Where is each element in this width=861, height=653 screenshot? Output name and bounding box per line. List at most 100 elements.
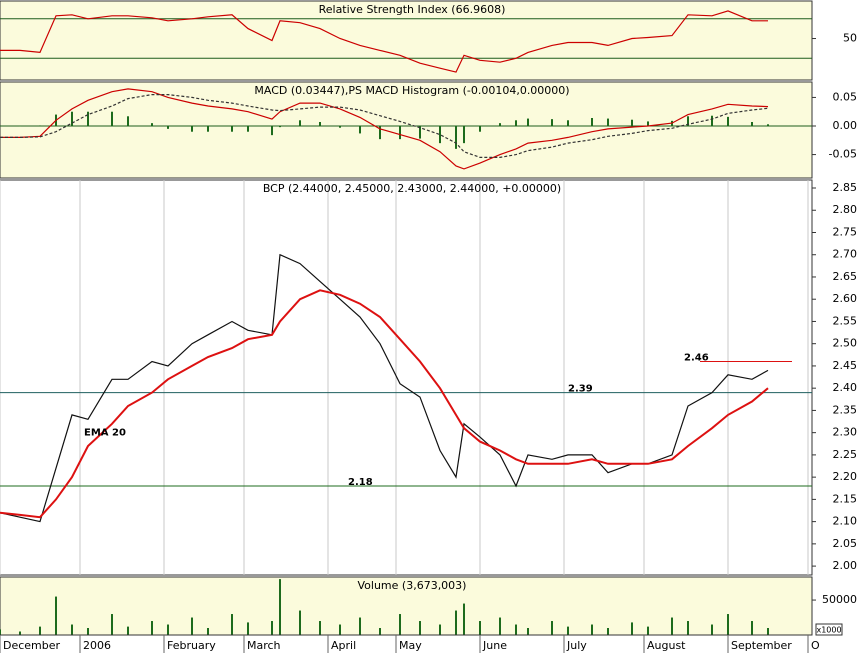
- y-tick-label: 2.75: [833, 225, 858, 238]
- bar: [455, 610, 457, 635]
- bar: [339, 624, 341, 635]
- bar: [247, 126, 249, 132]
- bar: [111, 111, 113, 126]
- bar: [399, 614, 401, 635]
- panel-background: [0, 0, 813, 81]
- y-tick-label: 2.35: [833, 403, 858, 416]
- bar: [379, 126, 381, 140]
- y-tick-label: 2.85: [833, 181, 858, 194]
- y-tick-label: 2.55: [833, 314, 858, 327]
- bar: [191, 126, 193, 132]
- bar: [319, 122, 321, 126]
- y-tick-label: 2.10: [833, 515, 858, 528]
- bar: [71, 111, 73, 126]
- bar: [39, 125, 41, 126]
- y-tick-label: 0.00: [833, 119, 858, 132]
- bar: [279, 579, 281, 635]
- y-tick-label: 2.05: [833, 537, 858, 550]
- bar: [499, 617, 501, 635]
- bar: [71, 624, 73, 635]
- bar: [247, 622, 249, 635]
- series-line: [0, 88, 769, 170]
- x-tick-label: December: [3, 639, 61, 652]
- bar: [767, 628, 769, 635]
- y-tick-label: 2.30: [833, 426, 858, 439]
- y-tick-label: 0.05: [833, 90, 858, 103]
- bar: [607, 628, 609, 635]
- bar: [231, 126, 233, 132]
- bar: [727, 614, 729, 635]
- y-tick-label: 2.45: [833, 359, 858, 372]
- bar: [379, 628, 381, 635]
- bar: [207, 628, 209, 635]
- bar: [359, 126, 361, 134]
- panel-background: [0, 576, 813, 636]
- bar: [191, 617, 193, 635]
- bar: [687, 621, 689, 635]
- unit-label: x1000: [816, 626, 841, 635]
- panel-background: [0, 81, 813, 179]
- bar: [751, 122, 753, 126]
- bar: [111, 614, 113, 635]
- bar: [527, 118, 529, 126]
- bar: [167, 624, 169, 635]
- x-tick-label: June: [482, 639, 507, 652]
- bar: [567, 120, 569, 126]
- bar: [463, 603, 465, 635]
- bar: [399, 126, 401, 140]
- bar: [711, 624, 713, 635]
- bar: [479, 126, 481, 132]
- bar: [231, 614, 233, 635]
- bar: [419, 126, 421, 139]
- bar: [39, 626, 41, 635]
- bar: [87, 111, 89, 126]
- y-tick-label: 2.65: [833, 270, 858, 283]
- bar: [727, 116, 729, 126]
- bar: [279, 126, 281, 128]
- y-tick-label: 2.50: [833, 337, 858, 350]
- bar: [751, 621, 753, 635]
- panel-background: [0, 179, 813, 576]
- y-tick-label: -0.05: [829, 148, 857, 161]
- level-label: 2.39: [568, 384, 593, 395]
- bar: [591, 118, 593, 126]
- panel-title: Volume (3,673,003): [358, 579, 467, 592]
- bar: [647, 121, 649, 126]
- level-label: 2.46: [684, 352, 709, 363]
- bar: [167, 126, 169, 129]
- bar: [299, 120, 301, 126]
- bar: [455, 126, 457, 149]
- y-tick-label: 2.80: [833, 203, 858, 216]
- x-tick-label: 2006: [83, 639, 111, 652]
- bar: [439, 624, 441, 635]
- series-line: [0, 94, 769, 158]
- x-tick-label: May: [399, 639, 422, 652]
- bar: [515, 120, 517, 126]
- y-tick-label: 2.15: [833, 492, 858, 505]
- x-tick-label: August: [647, 639, 686, 652]
- panel-title: MACD (0.03447),PS MACD Histogram (-0.001…: [254, 84, 569, 97]
- x-tick-label: March: [247, 639, 281, 652]
- bar: [359, 617, 361, 635]
- y-tick-label: 50: [843, 32, 857, 45]
- y-tick-label: 2.20: [833, 470, 858, 483]
- bar: [767, 124, 769, 126]
- x-tick-label: September: [731, 639, 792, 652]
- x-tick-label: July: [566, 639, 587, 652]
- y-tick-label: 50000: [822, 593, 857, 606]
- bar: [207, 126, 209, 132]
- bar: [687, 116, 689, 126]
- bar: [463, 126, 465, 144]
- bar: [127, 626, 129, 635]
- bar: [19, 631, 21, 635]
- bar: [515, 624, 517, 635]
- bar: [0, 126, 1, 127]
- bar: [271, 126, 273, 136]
- panel-title: Relative Strength Index (66.9608): [319, 3, 506, 16]
- x-tick-label: April: [331, 639, 356, 652]
- panel-title: BCP (2.44000, 2.45000, 2.43000, 2.44000,…: [263, 182, 561, 195]
- bar: [607, 118, 609, 126]
- bar: [647, 626, 649, 635]
- bar: [479, 621, 481, 635]
- bar: [631, 622, 633, 635]
